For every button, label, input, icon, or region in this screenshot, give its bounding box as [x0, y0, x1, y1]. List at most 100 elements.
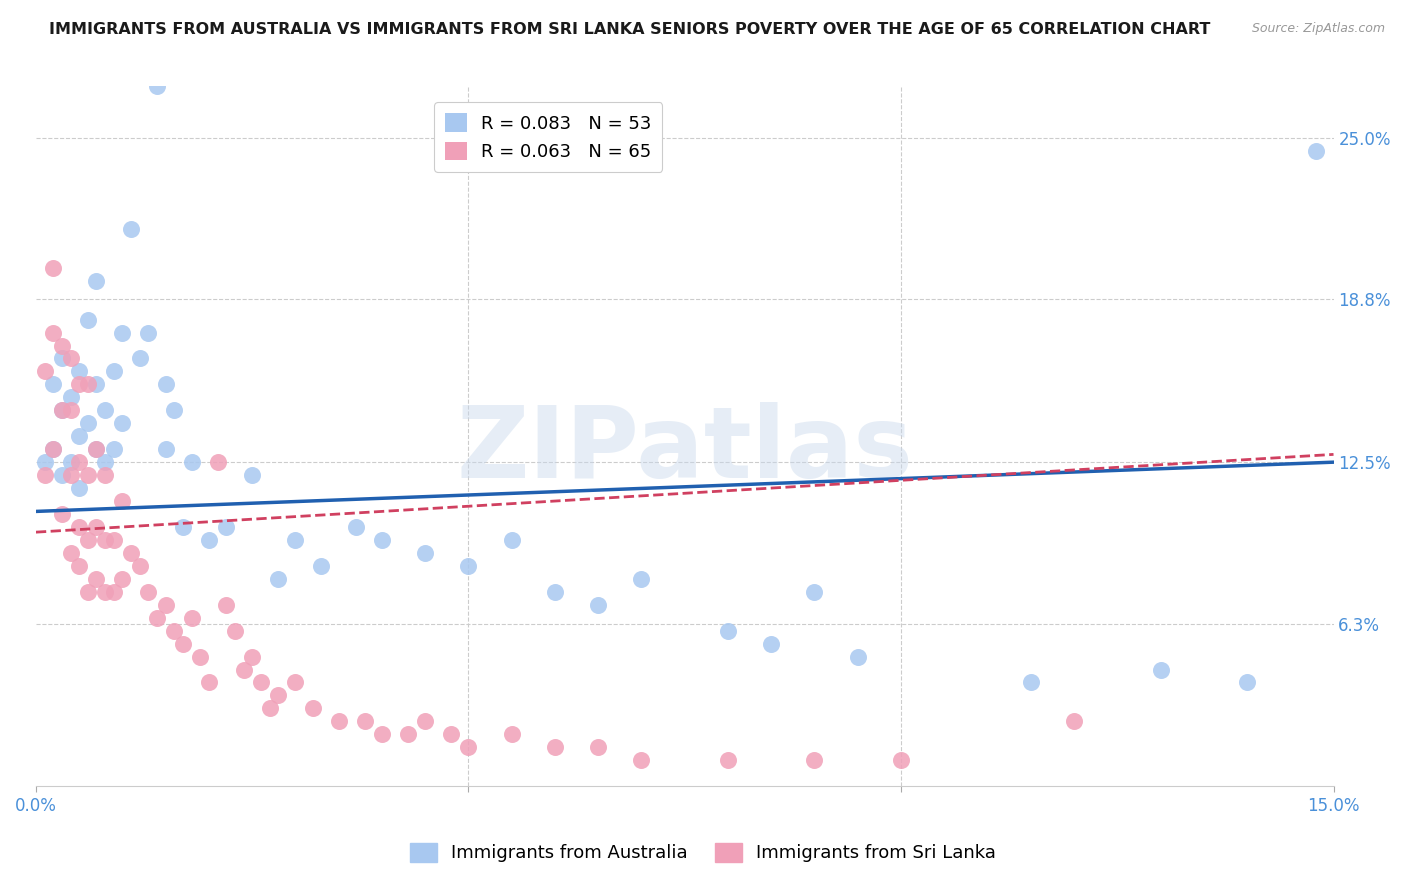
Point — [67, 377, 90, 392]
Point — [761, 637, 783, 651]
Point — [457, 558, 479, 573]
Point — [284, 675, 307, 690]
Point — [501, 727, 523, 741]
Point — [544, 740, 567, 755]
Point — [544, 584, 567, 599]
Point — [440, 727, 463, 741]
Point — [198, 675, 221, 690]
Point — [413, 546, 436, 560]
Point — [67, 455, 90, 469]
Point — [250, 675, 273, 690]
Point — [630, 753, 652, 767]
Point — [207, 455, 229, 469]
Text: IMMIGRANTS FROM AUSTRALIA VS IMMIGRANTS FROM SRI LANKA SENIORS POVERTY OVER THE : IMMIGRANTS FROM AUSTRALIA VS IMMIGRANTS … — [49, 22, 1211, 37]
Point — [586, 598, 609, 612]
Point — [42, 260, 65, 275]
Point — [34, 364, 56, 378]
Point — [1305, 144, 1327, 158]
Point — [86, 377, 108, 392]
Point — [180, 610, 202, 624]
Point — [163, 403, 186, 417]
Point — [76, 377, 98, 392]
Point — [240, 468, 263, 483]
Point — [67, 429, 90, 443]
Point — [188, 649, 211, 664]
Point — [51, 351, 73, 366]
Point — [59, 455, 82, 469]
Point — [34, 455, 56, 469]
Point — [111, 572, 134, 586]
Point — [59, 351, 82, 366]
Point — [94, 403, 117, 417]
Point — [34, 468, 56, 483]
Point — [344, 520, 367, 534]
Point — [259, 701, 281, 715]
Point — [103, 364, 125, 378]
Point — [59, 546, 82, 560]
Point — [163, 624, 186, 638]
Point — [51, 403, 73, 417]
Point — [94, 584, 117, 599]
Point — [1019, 675, 1042, 690]
Point — [51, 338, 73, 352]
Point — [146, 610, 169, 624]
Point — [103, 442, 125, 457]
Point — [76, 312, 98, 326]
Point — [42, 377, 65, 392]
Point — [371, 727, 394, 741]
Point — [240, 649, 263, 664]
Point — [267, 689, 290, 703]
Point — [86, 274, 108, 288]
Point — [86, 442, 108, 457]
Point — [586, 740, 609, 755]
Point — [120, 546, 142, 560]
Point — [67, 364, 90, 378]
Text: ZIPatlas: ZIPatlas — [457, 401, 912, 499]
Text: Source: ZipAtlas.com: Source: ZipAtlas.com — [1251, 22, 1385, 36]
Point — [76, 533, 98, 547]
Point — [42, 442, 65, 457]
Point — [155, 442, 177, 457]
Point — [301, 701, 323, 715]
Point — [42, 326, 65, 340]
Point — [138, 326, 160, 340]
Point — [172, 637, 194, 651]
Point — [215, 598, 238, 612]
Legend: R = 0.083   N = 53, R = 0.063   N = 65: R = 0.083 N = 53, R = 0.063 N = 65 — [434, 103, 662, 172]
Point — [215, 520, 238, 534]
Point — [86, 520, 108, 534]
Point — [803, 584, 825, 599]
Point — [198, 533, 221, 547]
Point — [232, 663, 254, 677]
Point — [94, 455, 117, 469]
Point — [371, 533, 394, 547]
Point — [155, 598, 177, 612]
Point — [846, 649, 869, 664]
Point — [146, 79, 169, 94]
Point — [501, 533, 523, 547]
Point — [155, 377, 177, 392]
Point — [328, 714, 350, 729]
Point — [86, 442, 108, 457]
Point — [1236, 675, 1258, 690]
Point — [67, 558, 90, 573]
Point — [128, 558, 150, 573]
Point — [59, 403, 82, 417]
Point — [76, 584, 98, 599]
Point — [59, 390, 82, 404]
Point — [630, 572, 652, 586]
Point — [111, 417, 134, 431]
Point — [284, 533, 307, 547]
Point — [138, 584, 160, 599]
Point — [103, 533, 125, 547]
Point — [59, 468, 82, 483]
Point — [51, 403, 73, 417]
Point — [94, 468, 117, 483]
Point — [67, 481, 90, 495]
Point — [180, 455, 202, 469]
Point — [413, 714, 436, 729]
Point — [120, 222, 142, 236]
Point — [42, 442, 65, 457]
Point — [1063, 714, 1085, 729]
Point — [51, 468, 73, 483]
